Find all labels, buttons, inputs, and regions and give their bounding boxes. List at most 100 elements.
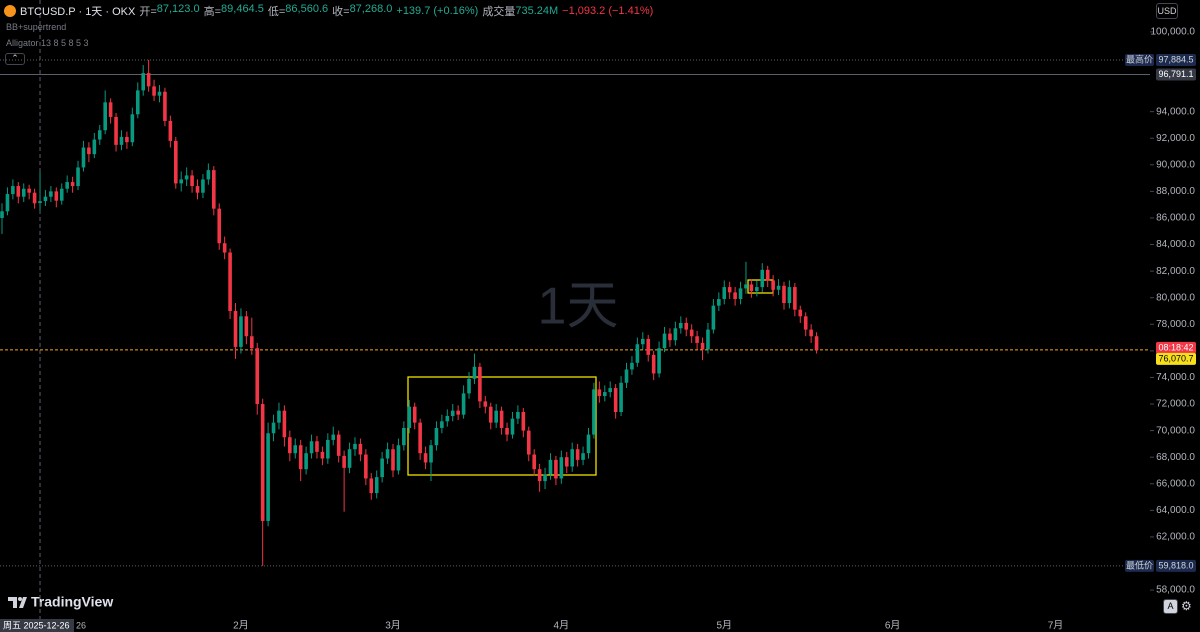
- indicator[interactable]: Alligator 13 8 5 8 5 3: [6, 38, 89, 48]
- logo: TradingView: [8, 594, 113, 610]
- candle-body: [646, 338, 651, 355]
- candle-body: [277, 410, 281, 423]
- candle-body: [369, 478, 374, 494]
- candle-body: [103, 102, 107, 131]
- symbol[interactable]: BTCUSD.P · 1天 · OKX: [20, 6, 136, 18]
- candle-body: [575, 449, 580, 460]
- y-tick-label: 84,000.0: [1156, 239, 1195, 250]
- currency[interactable]: USD: [1156, 3, 1178, 19]
- candle-body: [152, 86, 156, 96]
- candle-body: [130, 114, 135, 143]
- high-marker-label-bg: [1125, 54, 1154, 67]
- candle-body: [570, 449, 575, 467]
- y-tick-label: 78,000.0: [1156, 319, 1195, 330]
- candle-body: [233, 310, 238, 347]
- last-price-label-bg: [1156, 352, 1196, 365]
- candle-body: [521, 412, 526, 431]
- candle-body: [526, 430, 531, 455]
- candle-body: [282, 410, 287, 438]
- candle-body: [0, 211, 4, 218]
- candle-body: [640, 338, 645, 345]
- candle-body: [179, 179, 184, 184]
- candle-body: [809, 329, 813, 337]
- x-tick-label: 4月: [554, 620, 570, 632]
- candle-body: [668, 333, 672, 341]
- volume: 735.24M: [515, 5, 559, 17]
- candle-body: [190, 175, 194, 187]
- legend-label: 低=: [267, 6, 286, 18]
- candle-body: [733, 292, 737, 300]
- symbol-header: BTCUSD.P · 1天 · OKX 开= 87,123.0 高= 89,464.5…: [4, 3, 653, 19]
- candle-body: [456, 410, 460, 415]
- y-tick-label: 86,000.0: [1156, 213, 1195, 224]
- candle-body: [803, 316, 808, 330]
- candle-body: [478, 366, 482, 402]
- candle-body: [429, 445, 433, 463]
- candle-body: [771, 280, 775, 290]
- crosshair-price-label: 96,791.1: [1158, 69, 1193, 79]
- y-tick-label: 70,000.0: [1156, 425, 1195, 436]
- y-tick-label: 90,000.0: [1156, 159, 1195, 170]
- x-tick-label: 6月: [885, 620, 901, 632]
- candle-body: [440, 421, 444, 428]
- candle-body: [315, 441, 319, 452]
- settings-button[interactable]: ⚙: [1181, 599, 1192, 613]
- candle-body: [510, 418, 515, 435]
- candle-body: [173, 140, 178, 184]
- candle-body: [787, 287, 792, 304]
- legend-value: 87,268.0: [349, 3, 393, 15]
- candle-body: [450, 410, 455, 416]
- auto-scale-button[interactable]: A: [1163, 599, 1178, 614]
- indicator[interactable]: BB+supertrend: [6, 22, 67, 32]
- candle-body: [211, 170, 216, 209]
- candle-body: [760, 269, 765, 288]
- candle-body: [70, 182, 75, 187]
- candle-body: [407, 406, 412, 428]
- logo-text: TradingView: [31, 594, 113, 610]
- candle-body: [266, 433, 270, 521]
- volume-label: 成交量: [482, 6, 516, 18]
- candle-body: [141, 73, 146, 91]
- candle-body: [472, 366, 477, 379]
- y-tick-label: 66,000.0: [1156, 478, 1195, 489]
- collapse-button[interactable]: ⌃: [5, 53, 25, 65]
- candle-body: [27, 188, 31, 193]
- low-marker-label-bg: [1125, 559, 1154, 572]
- candle-body: [597, 389, 602, 397]
- candle-body: [125, 136, 129, 143]
- candle-body: [331, 434, 336, 440]
- candle-body: [619, 382, 623, 413]
- candle-body: [630, 362, 634, 370]
- candle-body: [135, 90, 140, 115]
- candle-body: [380, 458, 384, 478]
- logo-dot: [18, 597, 22, 601]
- x-tick-label: 7月: [1048, 620, 1064, 632]
- y-tick-label: 68,000.0: [1156, 452, 1195, 463]
- candle-body: [97, 130, 102, 140]
- low-value-label: 59,818.0: [1158, 560, 1193, 570]
- candle-body: [727, 287, 732, 293]
- candle-body: [537, 469, 542, 482]
- candle-body: [163, 91, 167, 121]
- candle-body: [32, 192, 37, 204]
- y-tick-label: 92,000.0: [1156, 133, 1195, 144]
- candle-body: [483, 401, 488, 407]
- candle-body: [76, 167, 80, 187]
- volume-change: −1,093.2 (−1.41%): [562, 5, 654, 17]
- candle-body: [21, 188, 26, 197]
- candle-body: [798, 309, 803, 317]
- candle-body: [347, 449, 352, 468]
- candle-body: [87, 147, 91, 155]
- candle-body: [467, 378, 471, 394]
- candle-body: [782, 285, 786, 304]
- candle-body: [706, 329, 710, 350]
- countdown-label-bg: [1156, 341, 1196, 354]
- y-tick-label: 88,000.0: [1156, 186, 1195, 197]
- candle-body: [814, 336, 819, 350]
- candle-body: [228, 252, 232, 311]
- last-price-label: 76,070.7: [1158, 353, 1193, 363]
- candle-body: [49, 191, 53, 197]
- y-tick-label: 72,000.0: [1156, 399, 1195, 410]
- x-tick-label: 3月: [385, 620, 401, 632]
- candle-body: [684, 322, 689, 330]
